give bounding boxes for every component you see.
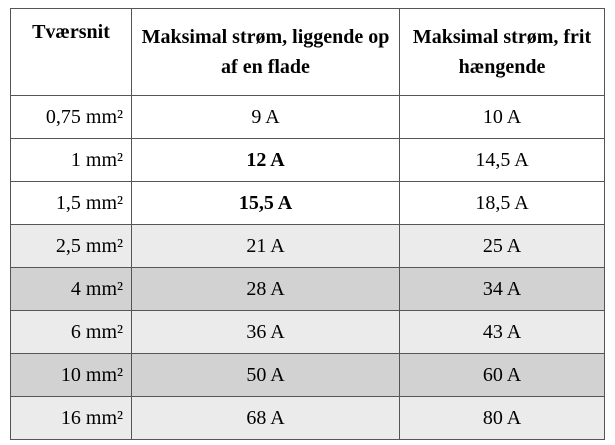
table-cell: 50 A <box>131 353 400 397</box>
table-row: 1,5 mm² 15,5 A 18,5 A <box>10 181 605 225</box>
table-cell: 1,5 mm² <box>10 181 132 225</box>
table-cell: 14,5 A <box>399 138 605 182</box>
table-cell: 21 A <box>131 224 400 268</box>
table-cell: 36 A <box>131 310 400 354</box>
table-cell: 68 A <box>131 396 400 440</box>
table-cell: 28 A <box>131 267 400 311</box>
header-cell: Tværsnit <box>10 8 132 96</box>
table-row: 6 mm² 36 A 43 A <box>10 310 605 354</box>
table-cell: 43 A <box>399 310 605 354</box>
table-cell: 18,5 A <box>399 181 605 225</box>
table-row: 10 mm² 50 A 60 A <box>10 353 605 397</box>
table-cell: 1 mm² <box>10 138 132 182</box>
header-row: Tværsnit Maksimal strøm, liggende op af … <box>10 8 605 96</box>
table-cell: 10 A <box>399 95 605 139</box>
table-cell: 12 A <box>131 138 400 182</box>
header-cell: Maksimal strøm, frit hængende <box>399 8 605 96</box>
table-cell: 25 A <box>399 224 605 268</box>
table-cell: 34 A <box>399 267 605 311</box>
table-row: 0,75 mm² 9 A 10 A <box>10 95 605 139</box>
header-cell: Maksimal strøm, liggende op af en flade <box>131 8 400 96</box>
table-cell: 10 mm² <box>10 353 132 397</box>
table-cell: 80 A <box>399 396 605 440</box>
table-row: 16 mm² 68 A 80 A <box>10 396 605 440</box>
current-table: Tværsnit Maksimal strøm, liggende op af … <box>10 8 605 440</box>
table-cell: 0,75 mm² <box>10 95 132 139</box>
table-cell: 60 A <box>399 353 605 397</box>
table-cell: 4 mm² <box>10 267 132 311</box>
table-cell: 2,5 mm² <box>10 224 132 268</box>
table-row: 1 mm² 12 A 14,5 A <box>10 138 605 182</box>
table-cell: 16 mm² <box>10 396 132 440</box>
table-cell: 6 mm² <box>10 310 132 354</box>
table-row: 4 mm² 28 A 34 A <box>10 267 605 311</box>
table-row: 2,5 mm² 21 A 25 A <box>10 224 605 268</box>
table-cell: 15,5 A <box>131 181 400 225</box>
table-cell: 9 A <box>131 95 400 139</box>
